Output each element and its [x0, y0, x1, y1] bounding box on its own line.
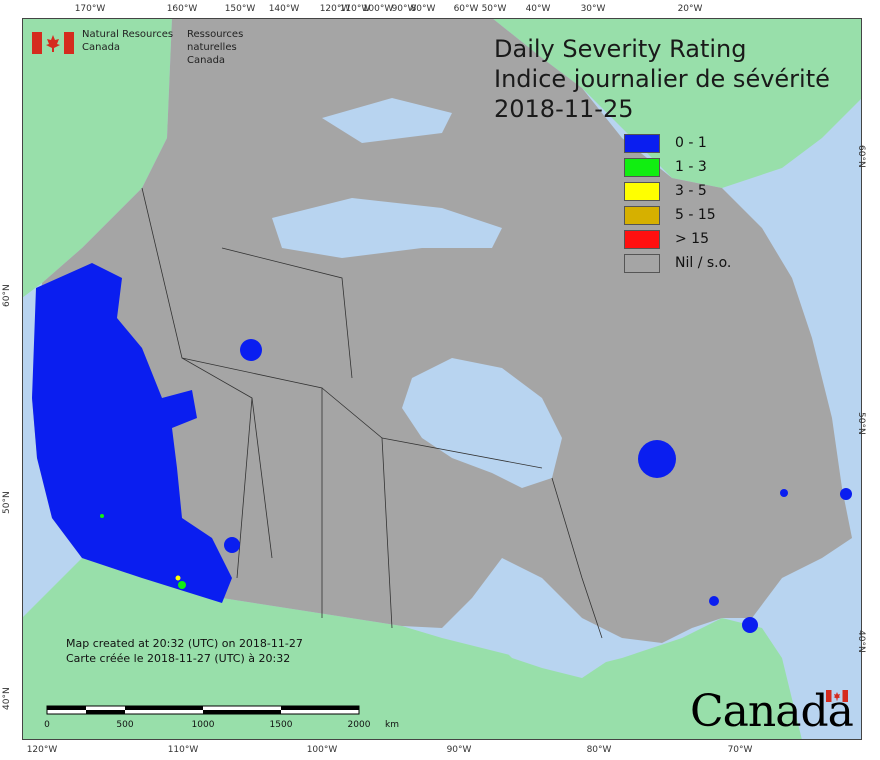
graticule-label: 40°W: [525, 4, 551, 14]
severity-zone-mid: [175, 575, 181, 581]
graticule-label: 100°W: [362, 4, 394, 14]
usa-land: [22, 558, 802, 740]
alaska-land: [22, 18, 172, 298]
graticule-label: 50°W: [481, 4, 507, 14]
graticule-label: 160°W: [166, 4, 198, 14]
graticule-label: 40°N: [856, 630, 866, 653]
scale-unit: km: [385, 720, 399, 730]
agency-name-en: Natural Resources Canada: [82, 29, 174, 53]
scale-bar-graphic: [46, 705, 360, 715]
arctic-channel: [322, 98, 452, 143]
canada-flag-icon: [32, 32, 74, 54]
graticule-label: 80°W: [410, 4, 436, 14]
graticule-label: 40°N: [2, 687, 12, 710]
legend-swatch: [624, 254, 660, 273]
graticule-label: 90°W: [391, 4, 417, 14]
severity-zone-bc: [32, 263, 232, 603]
scale-label: 1000: [191, 720, 215, 730]
graticule-label: 20°W: [677, 4, 703, 14]
graticule-label: 100°W: [306, 745, 338, 755]
credit-english: Map created at 20:32 (UTC) on 2018-11-27: [66, 637, 303, 650]
severity-zone-nwt: [240, 339, 262, 361]
legend-label: > 15: [675, 231, 709, 247]
legend-label: Nil / s.o.: [675, 255, 732, 271]
graticule-label: 80°W: [586, 745, 612, 755]
agency-signature: Natural Resources Canada Ressources natur…: [32, 28, 243, 66]
scale-label: 500: [116, 720, 134, 730]
graticule-label: 50°N: [856, 412, 866, 435]
title-english: Daily Severity Rating: [494, 35, 747, 63]
severity-zone-small: [100, 514, 104, 518]
arctic-channel: [272, 198, 502, 258]
scale-label: 1500: [269, 720, 293, 730]
legend-label: 5 - 15: [675, 207, 716, 223]
canada-flag-icon: [826, 690, 848, 702]
map-date: 2018-11-25: [494, 95, 634, 123]
legend-swatch: [624, 182, 660, 201]
graticule-label: 70°W: [727, 745, 753, 755]
legend-label: 0 - 1: [675, 135, 707, 151]
graticule-label: 60°W: [453, 4, 479, 14]
canada-wordmark: Canada: [690, 686, 854, 737]
province-borders: [141, 187, 603, 639]
severity-zone-newfoundland: [780, 489, 788, 497]
graticule-label: 30°W: [580, 4, 606, 14]
severity-zone-moderate: [178, 581, 186, 589]
severity-zone-nb: [742, 617, 758, 633]
legend-swatch: [624, 230, 660, 249]
graticule-label: 110°W: [167, 745, 199, 755]
hudson-bay: [402, 358, 562, 488]
greenland-land: [492, 18, 862, 188]
legend-swatch: [624, 134, 660, 153]
legend-label: 3 - 5: [675, 183, 707, 199]
scale-label: 2000: [347, 720, 371, 730]
severity-zone-sask: [224, 537, 240, 553]
map-frame: [22, 18, 862, 740]
scale-label: 0: [44, 720, 50, 730]
great-lakes: [492, 618, 612, 678]
scale-bar: 0 500 1000 1500 2000 km: [40, 704, 399, 734]
map-canvas: [22, 18, 862, 740]
graticule-label: 60°N: [856, 145, 866, 168]
legend-swatch: [624, 206, 660, 225]
severity-zone-ns: [709, 596, 719, 606]
agency-name-fr: Ressources naturelles Canada: [187, 29, 244, 66]
map-credits: Map created at 20:32 (UTC) on 2018-11-27…: [66, 636, 303, 666]
graticule-label: 50°N: [2, 491, 12, 514]
credit-french: Carte créée le 2018-11-27 (UTC) à 20:32: [66, 652, 291, 665]
graticule-label: 60°N: [2, 284, 12, 307]
graticule-label: 90°W: [446, 745, 472, 755]
severity-zone-quebec: [638, 440, 676, 478]
legend-swatch: [624, 158, 660, 177]
title-french: Indice journalier de sévérité: [494, 65, 830, 93]
graticule-label: 120°W: [319, 4, 351, 14]
legend-label: 1 - 3: [675, 159, 707, 175]
graticule-label: 110°W: [339, 4, 371, 14]
graticule-label: 140°W: [268, 4, 300, 14]
map-title: Daily Severity Rating Indice journalier …: [494, 34, 830, 124]
severity-zones: [32, 263, 852, 633]
severity-zone-east: [840, 488, 852, 500]
graticule-label: 120°W: [26, 745, 58, 755]
graticule-label: 170°W: [74, 4, 106, 14]
graticule-label: 150°W: [224, 4, 256, 14]
